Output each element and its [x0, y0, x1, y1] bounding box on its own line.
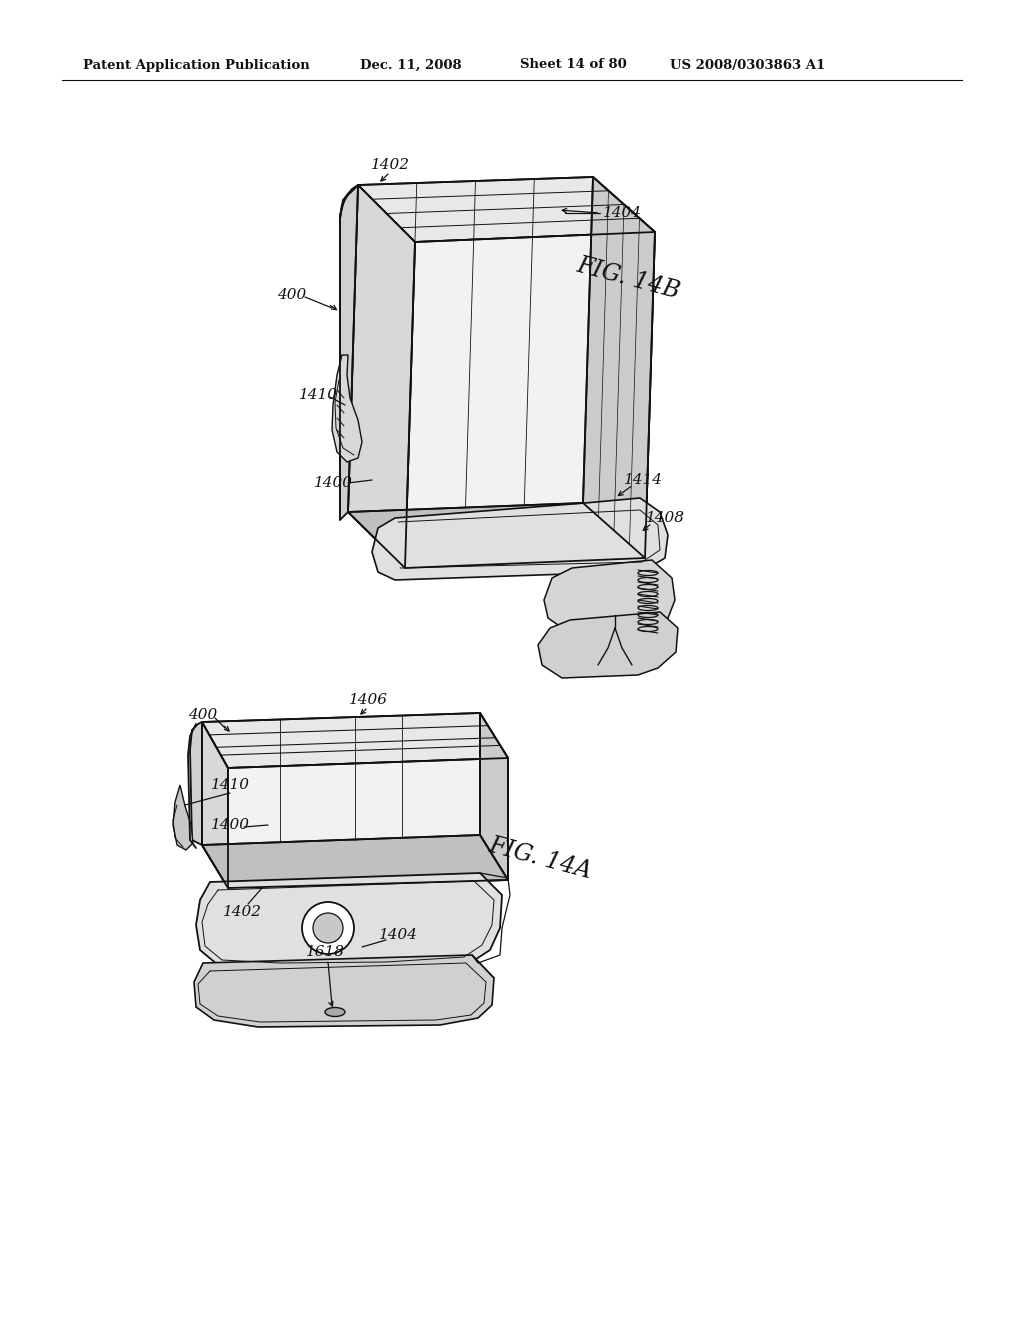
- Polygon shape: [202, 713, 508, 768]
- Text: 1402: 1402: [371, 158, 410, 172]
- Text: Patent Application Publication: Patent Application Publication: [83, 58, 309, 71]
- Text: FIG. 14B: FIG. 14B: [573, 253, 682, 302]
- Polygon shape: [202, 836, 508, 888]
- Polygon shape: [348, 503, 645, 568]
- Text: US 2008/0303863 A1: US 2008/0303863 A1: [670, 58, 825, 71]
- Text: 1400: 1400: [211, 818, 250, 832]
- Text: 1618: 1618: [305, 945, 344, 960]
- Polygon shape: [372, 498, 668, 579]
- Polygon shape: [190, 722, 202, 845]
- Polygon shape: [480, 713, 508, 880]
- Polygon shape: [340, 185, 358, 520]
- Text: 1404: 1404: [602, 206, 641, 220]
- Polygon shape: [332, 355, 362, 462]
- Polygon shape: [202, 722, 228, 888]
- Ellipse shape: [325, 1007, 345, 1016]
- Text: FIG. 14A: FIG. 14A: [486, 833, 594, 883]
- Polygon shape: [173, 785, 193, 850]
- Polygon shape: [194, 954, 494, 1027]
- Circle shape: [302, 902, 354, 954]
- Text: 1408: 1408: [645, 511, 684, 525]
- Text: 1410: 1410: [299, 388, 338, 403]
- Polygon shape: [228, 758, 508, 888]
- Polygon shape: [406, 232, 655, 568]
- Polygon shape: [583, 177, 655, 558]
- Polygon shape: [348, 185, 415, 568]
- Polygon shape: [196, 873, 502, 970]
- Text: 1406: 1406: [348, 693, 387, 708]
- Polygon shape: [358, 177, 655, 242]
- Text: 1402: 1402: [222, 906, 261, 919]
- Text: 1400: 1400: [313, 477, 352, 490]
- Text: 400: 400: [188, 708, 218, 722]
- Text: 400: 400: [278, 288, 306, 302]
- Text: Sheet 14 of 80: Sheet 14 of 80: [520, 58, 627, 71]
- Text: 1414: 1414: [624, 473, 663, 487]
- Polygon shape: [538, 612, 678, 678]
- Text: 1410: 1410: [211, 777, 250, 792]
- Polygon shape: [544, 560, 675, 632]
- Text: Dec. 11, 2008: Dec. 11, 2008: [360, 58, 462, 71]
- Circle shape: [313, 913, 343, 942]
- Text: 1404: 1404: [379, 928, 418, 942]
